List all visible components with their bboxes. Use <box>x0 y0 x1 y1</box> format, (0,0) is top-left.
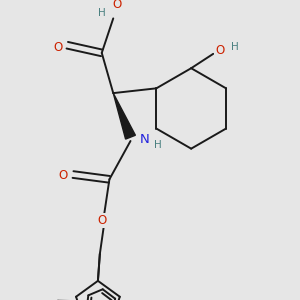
Text: H: H <box>231 42 239 52</box>
Text: O: O <box>59 169 68 182</box>
Text: H: H <box>98 8 106 18</box>
Text: H: H <box>154 140 162 150</box>
Text: O: O <box>53 40 62 54</box>
Text: O: O <box>112 0 122 11</box>
Text: O: O <box>97 214 106 227</box>
Text: O: O <box>215 44 224 58</box>
Polygon shape <box>113 93 135 139</box>
Text: N: N <box>140 133 150 146</box>
